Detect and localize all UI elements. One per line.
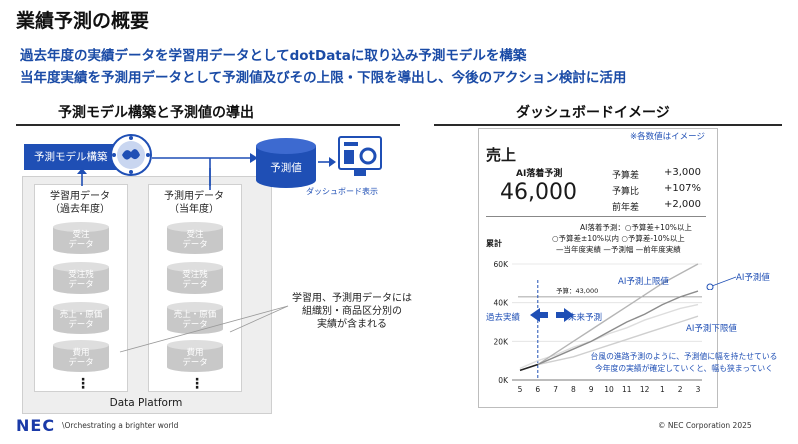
dashboard-monitor-icon	[338, 136, 382, 176]
cylinder-label: 売上・原価 データ	[173, 310, 217, 330]
ai-prediction-label: AI予測値	[736, 273, 770, 283]
past-future-arrows	[530, 308, 574, 322]
budget-label: 予算：43,000	[556, 287, 599, 295]
series-line	[537, 263, 699, 366]
training-data-heading: 学習用データ （過去年度）	[50, 191, 110, 215]
x-tick-label: 9	[589, 385, 594, 394]
cylinder-label: 受注 データ	[68, 230, 94, 250]
cylinder-icon	[167, 222, 223, 254]
data-platform-label: Data Platform	[109, 397, 183, 409]
cylinder-icon	[53, 222, 109, 254]
legend-line-3: —当年度実績 —予測幅 —前年度実績	[556, 245, 681, 254]
brand-tagline: \Orchestrating a brighter world	[62, 421, 179, 430]
cumulative-label: 累計	[486, 239, 502, 248]
prediction-to-dashboard-arrow	[318, 157, 336, 167]
cylinder-icon	[167, 340, 223, 372]
y-tick-label: 0K	[498, 376, 509, 385]
future-forecast-label: 未来予測	[568, 313, 603, 323]
ai-prediction-callout	[706, 276, 737, 290]
left-section-divider	[16, 124, 400, 126]
cylinder-label: 受注残 データ	[182, 270, 208, 290]
cylinder-label: 売上・原価 データ	[59, 310, 103, 330]
ellipsis-icon: ⋮	[76, 376, 90, 392]
cylinder-icon	[167, 262, 223, 294]
left-section-title: 予測モデル構築と予測値の導出	[58, 105, 254, 121]
y-tick-label: 40K	[494, 299, 510, 308]
x-tick-label: 6	[535, 385, 540, 394]
copyright: © NEC Corporation 2025	[658, 421, 752, 430]
x-tick-label: 11	[622, 385, 632, 394]
data-content-note: 学習用、予測用データには 組織別・商品区分別の 実績が含まれる	[292, 293, 412, 330]
prediction-database-icon	[256, 138, 316, 188]
cylinder-label: 受注 データ	[182, 230, 208, 250]
note-connector-lines	[119, 305, 289, 353]
x-tick-label: 1	[660, 385, 665, 394]
y-tick-label: 20K	[494, 337, 510, 346]
dashboard-mockup	[478, 128, 718, 408]
metric-value: +2,000	[664, 199, 702, 210]
metrics-divider	[486, 216, 706, 217]
prediction-database-label: 予測値	[270, 162, 302, 174]
ai-brain-icon	[110, 134, 152, 176]
lower-bound-label: AI予測下限値	[686, 324, 737, 334]
legend-line-2: ○予算差±10%以内 ○予算差-10%以上	[552, 234, 685, 243]
ai-forecast-value: 46,000	[500, 180, 577, 205]
page-title: 業績予測の概要	[16, 10, 150, 32]
training-data-cylinders	[53, 222, 109, 372]
x-tick-label: 3	[696, 385, 701, 394]
subtitle-line-2: 当年度実績を予測用データとして予測値及びその上限・下限を導出し、今後のアクション…	[20, 70, 627, 86]
upper-bound-label: AI予測上限値	[618, 277, 669, 287]
cylinder-icon	[53, 262, 109, 294]
data-to-model-arrows	[77, 168, 211, 186]
subtitle-line-1: 過去年度の実績データを学習用データとしてdotDataに取り込み予測モデルを構築	[20, 48, 527, 64]
cylinder-label: 受注残 データ	[68, 270, 94, 290]
past-actuals-label: 過去実績	[486, 313, 521, 323]
metric-label: 予算比	[612, 187, 640, 197]
chart-comment: 台風の進路予測のように、予測値に幅を持たせている 今年度の実績が確定していくと、…	[590, 352, 778, 373]
metric-value: +107%	[664, 183, 701, 194]
sales-label: 売上	[486, 146, 517, 164]
x-tick-label: 5	[518, 385, 523, 394]
y-tick-label: 60K	[494, 260, 510, 269]
prediction-model-box: 予測モデル構築	[24, 144, 126, 170]
x-tick-label: 7	[553, 385, 558, 394]
x-tick-label: 8	[571, 385, 576, 394]
x-tick-label: 12	[640, 385, 650, 394]
nec-logo: NEC	[16, 416, 56, 435]
series-line	[537, 290, 699, 366]
x-tick-label: 10	[604, 385, 614, 394]
right-section-title: ダッシュボードイメージ	[516, 105, 670, 121]
series-line	[519, 363, 539, 372]
prediction-data-cylinders	[167, 222, 223, 372]
cylinder-icon	[53, 302, 109, 334]
right-section-divider	[434, 124, 782, 126]
ellipsis-icon: ⋮	[190, 376, 204, 392]
x-tick-label: 2	[678, 385, 683, 394]
ai-forecast-label: AI落着予測	[516, 169, 563, 179]
metric-label: 前年差	[612, 203, 640, 213]
dashboard-display-caption: ダッシュボード表示	[306, 187, 378, 196]
cylinder-label: 費用 データ	[182, 348, 208, 368]
metric-label: 予算差	[612, 171, 640, 181]
metric-value: +3,000	[664, 167, 702, 178]
prediction-data-heading: 予測用データ （当年度）	[164, 191, 224, 215]
legend-line-1: AI落着予測：○予算差+10%以上	[580, 223, 692, 232]
cylinder-label: 費用 データ	[68, 348, 94, 368]
image-note: ※各数値はイメージ	[630, 132, 705, 142]
series-line	[537, 315, 699, 366]
cylinder-icon	[53, 340, 109, 372]
